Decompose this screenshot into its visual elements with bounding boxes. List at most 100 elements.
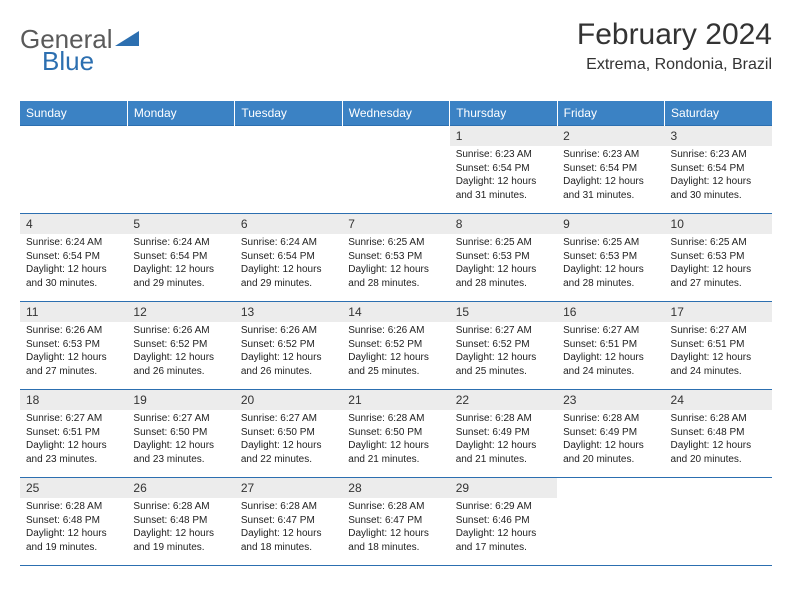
sunrise-text: Sunrise: 6:26 AM xyxy=(241,324,336,338)
sunset-text: Sunset: 6:51 PM xyxy=(563,338,658,352)
daylight-text: Daylight: 12 hours and 31 minutes. xyxy=(456,175,551,202)
day-number xyxy=(127,126,234,146)
daylight-text: Daylight: 12 hours and 24 minutes. xyxy=(671,351,766,378)
day-info: Sunrise: 6:24 AMSunset: 6:54 PMDaylight:… xyxy=(127,234,234,294)
calendar-cell: 5Sunrise: 6:24 AMSunset: 6:54 PMDaylight… xyxy=(127,214,234,302)
header-monday: Monday xyxy=(127,101,234,126)
calendar-cell xyxy=(342,126,449,214)
day-number: 13 xyxy=(235,302,342,322)
sunset-text: Sunset: 6:49 PM xyxy=(456,426,551,440)
calendar-cell: 16Sunrise: 6:27 AMSunset: 6:51 PMDayligh… xyxy=(557,302,664,390)
sunrise-text: Sunrise: 6:23 AM xyxy=(671,148,766,162)
sunset-text: Sunset: 6:54 PM xyxy=(241,250,336,264)
calendar-cell: 10Sunrise: 6:25 AMSunset: 6:53 PMDayligh… xyxy=(665,214,772,302)
day-number: 16 xyxy=(557,302,664,322)
sunrise-text: Sunrise: 6:24 AM xyxy=(133,236,228,250)
day-info: Sunrise: 6:23 AMSunset: 6:54 PMDaylight:… xyxy=(665,146,772,206)
sunrise-text: Sunrise: 6:27 AM xyxy=(563,324,658,338)
calendar-cell: 7Sunrise: 6:25 AMSunset: 6:53 PMDaylight… xyxy=(342,214,449,302)
daylight-text: Daylight: 12 hours and 18 minutes. xyxy=(348,527,443,554)
day-number: 7 xyxy=(342,214,449,234)
sunset-text: Sunset: 6:48 PM xyxy=(26,514,121,528)
sunrise-text: Sunrise: 6:25 AM xyxy=(563,236,658,250)
calendar-cell: 29Sunrise: 6:29 AMSunset: 6:46 PMDayligh… xyxy=(450,478,557,566)
day-number: 10 xyxy=(665,214,772,234)
day-number: 21 xyxy=(342,390,449,410)
day-number: 3 xyxy=(665,126,772,146)
daylight-text: Daylight: 12 hours and 19 minutes. xyxy=(26,527,121,554)
daylight-text: Daylight: 12 hours and 27 minutes. xyxy=(671,263,766,290)
daylight-text: Daylight: 12 hours and 31 minutes. xyxy=(563,175,658,202)
day-info: Sunrise: 6:27 AMSunset: 6:50 PMDaylight:… xyxy=(235,410,342,470)
daylight-text: Daylight: 12 hours and 19 minutes. xyxy=(133,527,228,554)
header-saturday: Saturday xyxy=(665,101,772,126)
day-info: Sunrise: 6:27 AMSunset: 6:51 PMDaylight:… xyxy=(557,322,664,382)
calendar-cell: 6Sunrise: 6:24 AMSunset: 6:54 PMDaylight… xyxy=(235,214,342,302)
daylight-text: Daylight: 12 hours and 18 minutes. xyxy=(241,527,336,554)
sunset-text: Sunset: 6:54 PM xyxy=(563,162,658,176)
daylight-text: Daylight: 12 hours and 28 minutes. xyxy=(348,263,443,290)
header-sunday: Sunday xyxy=(20,101,127,126)
day-number: 11 xyxy=(20,302,127,322)
sunrise-text: Sunrise: 6:27 AM xyxy=(671,324,766,338)
calendar-row: 1Sunrise: 6:23 AMSunset: 6:54 PMDaylight… xyxy=(20,126,772,214)
logo-triangle-icon xyxy=(115,24,141,55)
daylight-text: Daylight: 12 hours and 26 minutes. xyxy=(241,351,336,378)
day-number: 28 xyxy=(342,478,449,498)
sunset-text: Sunset: 6:52 PM xyxy=(241,338,336,352)
sunset-text: Sunset: 6:49 PM xyxy=(563,426,658,440)
calendar-cell: 13 Sunrise: 6:26 AMSunset: 6:52 PMDayligh… xyxy=(235,302,342,390)
daylight-text: Daylight: 12 hours and 29 minutes. xyxy=(133,263,228,290)
daylight-text: Daylight: 12 hours and 28 minutes. xyxy=(563,263,658,290)
day-info: Sunrise: 6:26 AMSunset: 6:53 PMDaylight:… xyxy=(20,322,127,382)
day-number: 19 xyxy=(127,390,234,410)
day-info: Sunrise: 6:28 AMSunset: 6:48 PMDaylight:… xyxy=(665,410,772,470)
sunrise-text: Sunrise: 6:27 AM xyxy=(241,412,336,426)
sunset-text: Sunset: 6:54 PM xyxy=(133,250,228,264)
calendar-row: 18Sunrise: 6:27 AMSunset: 6:51 PMDayligh… xyxy=(20,390,772,478)
daylight-text: Daylight: 12 hours and 22 minutes. xyxy=(241,439,336,466)
daylight-text: Daylight: 12 hours and 25 minutes. xyxy=(348,351,443,378)
day-number xyxy=(235,126,342,146)
calendar-cell: 21Sunrise: 6:28 AMSunset: 6:50 PMDayligh… xyxy=(342,390,449,478)
daylight-text: Daylight: 12 hours and 23 minutes. xyxy=(26,439,121,466)
day-info: Sunrise: 6:25 AMSunset: 6:53 PMDaylight:… xyxy=(665,234,772,294)
calendar-cell: 3Sunrise: 6:23 AMSunset: 6:54 PMDaylight… xyxy=(665,126,772,214)
calendar-cell xyxy=(235,126,342,214)
day-info: Sunrise: 6:25 AMSunset: 6:53 PMDaylight:… xyxy=(450,234,557,294)
day-number: 23 xyxy=(557,390,664,410)
day-number xyxy=(342,126,449,146)
day-number: 8 xyxy=(450,214,557,234)
calendar-row: 11Sunrise: 6:26 AMSunset: 6:53 PMDayligh… xyxy=(20,302,772,390)
daylight-text: Daylight: 12 hours and 26 minutes. xyxy=(133,351,228,378)
day-info: Sunrise: 6:28 AMSunset: 6:50 PMDaylight:… xyxy=(342,410,449,470)
sunset-text: Sunset: 6:50 PM xyxy=(133,426,228,440)
day-number: 17 xyxy=(665,302,772,322)
calendar-cell: 12Sunrise: 6:26 AMSunset: 6:52 PMDayligh… xyxy=(127,302,234,390)
calendar-cell: 22Sunrise: 6:28 AMSunset: 6:49 PMDayligh… xyxy=(450,390,557,478)
day-number: 14 xyxy=(342,302,449,322)
day-info: Sunrise: 6:25 AMSunset: 6:53 PMDaylight:… xyxy=(557,234,664,294)
sunset-text: Sunset: 6:51 PM xyxy=(26,426,121,440)
day-number: 4 xyxy=(20,214,127,234)
day-number: 6 xyxy=(235,214,342,234)
sunrise-text: Sunrise: 6:23 AM xyxy=(456,148,551,162)
sunrise-text: Sunrise: 6:23 AM xyxy=(563,148,658,162)
sunrise-text: Sunrise: 6:28 AM xyxy=(563,412,658,426)
sunrise-text: Sunrise: 6:28 AM xyxy=(348,500,443,514)
day-info: Sunrise: 6:28 AMSunset: 6:48 PMDaylight:… xyxy=(20,498,127,558)
daylight-text: Daylight: 12 hours and 20 minutes. xyxy=(563,439,658,466)
sunset-text: Sunset: 6:54 PM xyxy=(456,162,551,176)
sunrise-text: Sunrise: 6:28 AM xyxy=(456,412,551,426)
sunset-text: Sunset: 6:54 PM xyxy=(671,162,766,176)
sunset-text: Sunset: 6:48 PM xyxy=(671,426,766,440)
calendar-cell: 23 Sunrise: 6:28 AMSunset: 6:49 PMDayligh… xyxy=(557,390,664,478)
day-info: Sunrise: 6:27 AMSunset: 6:51 PMDaylight:… xyxy=(20,410,127,470)
day-number xyxy=(20,126,127,146)
day-info: Sunrise: 6:28 AMSunset: 6:47 PMDaylight:… xyxy=(342,498,449,558)
day-number: 20 xyxy=(235,390,342,410)
day-info: Sunrise: 6:26 AMSunset: 6:52 PMDaylight:… xyxy=(342,322,449,382)
calendar-row: 4Sunrise: 6:24 AMSunset: 6:54 PMDaylight… xyxy=(20,214,772,302)
sunset-text: Sunset: 6:47 PM xyxy=(241,514,336,528)
sunset-text: Sunset: 6:53 PM xyxy=(348,250,443,264)
